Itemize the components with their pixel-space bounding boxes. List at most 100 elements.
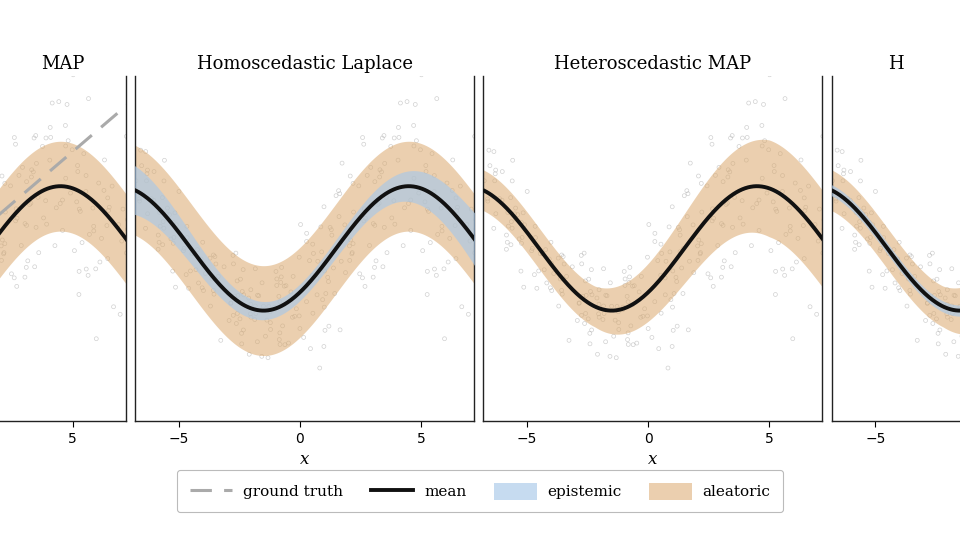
Point bbox=[840, 194, 855, 203]
Point bbox=[188, 265, 204, 274]
Point bbox=[28, 131, 43, 140]
Point bbox=[843, 196, 858, 205]
Point bbox=[555, 290, 570, 299]
Point bbox=[537, 265, 552, 274]
Point bbox=[944, 302, 959, 310]
Point bbox=[691, 235, 707, 244]
Point bbox=[242, 350, 257, 359]
Point bbox=[938, 294, 953, 302]
Point bbox=[647, 298, 662, 306]
Point bbox=[35, 142, 50, 151]
Point bbox=[880, 249, 896, 258]
Point bbox=[272, 292, 287, 301]
Point bbox=[241, 294, 256, 302]
Point bbox=[387, 134, 402, 143]
Point bbox=[92, 258, 108, 266]
Point bbox=[718, 200, 733, 209]
Point bbox=[267, 305, 282, 314]
Point bbox=[322, 322, 337, 330]
Point bbox=[403, 195, 419, 204]
Point bbox=[865, 220, 880, 229]
Point bbox=[9, 282, 24, 291]
Point bbox=[0, 172, 10, 180]
Point bbox=[250, 338, 265, 346]
Point bbox=[654, 249, 669, 258]
Point bbox=[579, 291, 594, 300]
Point bbox=[426, 187, 442, 196]
Point bbox=[226, 260, 241, 268]
Point bbox=[44, 99, 60, 107]
Point bbox=[849, 222, 864, 231]
Point bbox=[790, 234, 805, 242]
Point bbox=[86, 222, 102, 231]
Point bbox=[861, 267, 876, 275]
Point bbox=[611, 305, 626, 313]
Point bbox=[316, 342, 331, 351]
Point bbox=[671, 223, 686, 232]
Point bbox=[317, 303, 332, 312]
Point bbox=[434, 204, 449, 212]
Point bbox=[469, 180, 485, 188]
Point bbox=[38, 134, 54, 143]
Point bbox=[213, 336, 228, 345]
Point bbox=[797, 254, 812, 263]
Point bbox=[887, 279, 902, 287]
Point bbox=[883, 249, 899, 258]
Point bbox=[133, 146, 149, 154]
Point bbox=[612, 325, 627, 334]
Point bbox=[337, 220, 352, 229]
Point bbox=[557, 260, 572, 268]
Point bbox=[144, 194, 159, 203]
Point bbox=[346, 208, 361, 217]
Point bbox=[651, 345, 666, 353]
Point bbox=[277, 340, 293, 349]
Point bbox=[207, 252, 223, 261]
Point bbox=[546, 269, 562, 278]
Point bbox=[262, 307, 277, 316]
Point bbox=[204, 275, 220, 284]
Point bbox=[332, 326, 348, 334]
Point bbox=[73, 207, 88, 215]
Point bbox=[876, 222, 891, 231]
Point bbox=[356, 217, 372, 225]
Point bbox=[653, 271, 668, 280]
Point bbox=[775, 187, 790, 196]
Point bbox=[180, 284, 196, 293]
Point bbox=[877, 284, 893, 293]
Point bbox=[924, 249, 940, 258]
Point bbox=[716, 256, 732, 265]
Point bbox=[815, 248, 830, 257]
Point bbox=[383, 142, 398, 151]
Point bbox=[617, 275, 633, 284]
Point bbox=[924, 292, 939, 300]
Point bbox=[70, 167, 85, 176]
Point bbox=[139, 170, 155, 178]
Point bbox=[268, 267, 283, 276]
Point bbox=[419, 167, 434, 176]
Point bbox=[524, 246, 540, 255]
Point bbox=[139, 177, 155, 185]
Point bbox=[939, 309, 954, 318]
Point bbox=[338, 268, 353, 277]
Point bbox=[247, 315, 262, 324]
Point bbox=[0, 208, 13, 217]
Point bbox=[81, 94, 96, 103]
Point bbox=[152, 208, 167, 217]
Point bbox=[810, 237, 826, 245]
Point bbox=[920, 299, 935, 307]
Point bbox=[23, 199, 38, 207]
Point bbox=[227, 292, 242, 300]
Point bbox=[305, 249, 321, 258]
Point bbox=[248, 265, 263, 273]
Point bbox=[334, 159, 349, 167]
Point bbox=[735, 220, 751, 228]
Point bbox=[39, 220, 55, 228]
Point bbox=[305, 240, 321, 248]
Point bbox=[34, 40, 49, 49]
Point bbox=[584, 265, 599, 274]
Point bbox=[38, 197, 54, 205]
Point bbox=[620, 298, 636, 306]
Point bbox=[611, 307, 626, 316]
Point bbox=[285, 313, 300, 322]
Point bbox=[807, 220, 823, 229]
